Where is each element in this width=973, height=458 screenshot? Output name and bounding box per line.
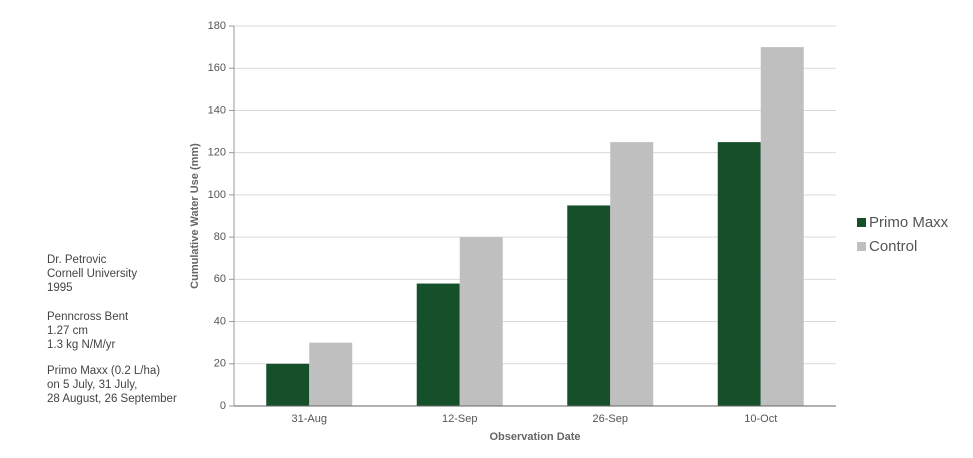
legend-label: Primo Maxx xyxy=(869,214,949,231)
note: 1995 xyxy=(47,282,73,294)
x-tick-label: 26-Sep xyxy=(593,413,628,425)
note: Penncross Bent xyxy=(47,311,129,323)
bar xyxy=(717,142,761,406)
x-axis-title: Observation Date xyxy=(489,431,580,443)
note: on 5 July, 31 July, xyxy=(47,379,137,391)
y-tick-label: 160 xyxy=(208,62,226,74)
x-tick-label: 12-Sep xyxy=(442,413,477,425)
y-tick-label: 180 xyxy=(208,20,226,32)
legend-swatch xyxy=(857,242,866,251)
x-tick-label: 10-Oct xyxy=(744,413,777,425)
bar xyxy=(266,363,310,406)
y-tick-label: 80 xyxy=(214,231,226,243)
note: 1.3 kg N/M/yr xyxy=(47,339,116,351)
note: Dr. Petrovic xyxy=(47,254,107,266)
bar xyxy=(760,47,804,406)
bar xyxy=(416,283,460,406)
y-tick-label: 100 xyxy=(208,189,226,201)
y-tick-label: 60 xyxy=(214,273,226,285)
legend-swatch xyxy=(857,218,866,227)
y-tick-label: 140 xyxy=(208,104,226,116)
y-tick-label: 120 xyxy=(208,147,226,159)
bar xyxy=(610,142,654,406)
x-tick-label: 31-Aug xyxy=(292,413,327,425)
note: Cornell University xyxy=(47,268,137,280)
note: 28 August, 26 September xyxy=(47,393,177,405)
y-tick-label: 20 xyxy=(214,358,226,370)
legend-label: Control xyxy=(869,238,917,255)
note: Primo Maxx (0.2 L/ha) xyxy=(47,365,160,377)
bar xyxy=(567,205,611,406)
bar xyxy=(309,342,353,406)
y-axis-title: Cumulative Water Use (mm) xyxy=(189,143,201,289)
note: 1.27 cm xyxy=(47,325,88,337)
y-tick-label: 0 xyxy=(220,400,226,412)
bar xyxy=(459,237,503,406)
y-tick-label: 40 xyxy=(214,315,226,327)
